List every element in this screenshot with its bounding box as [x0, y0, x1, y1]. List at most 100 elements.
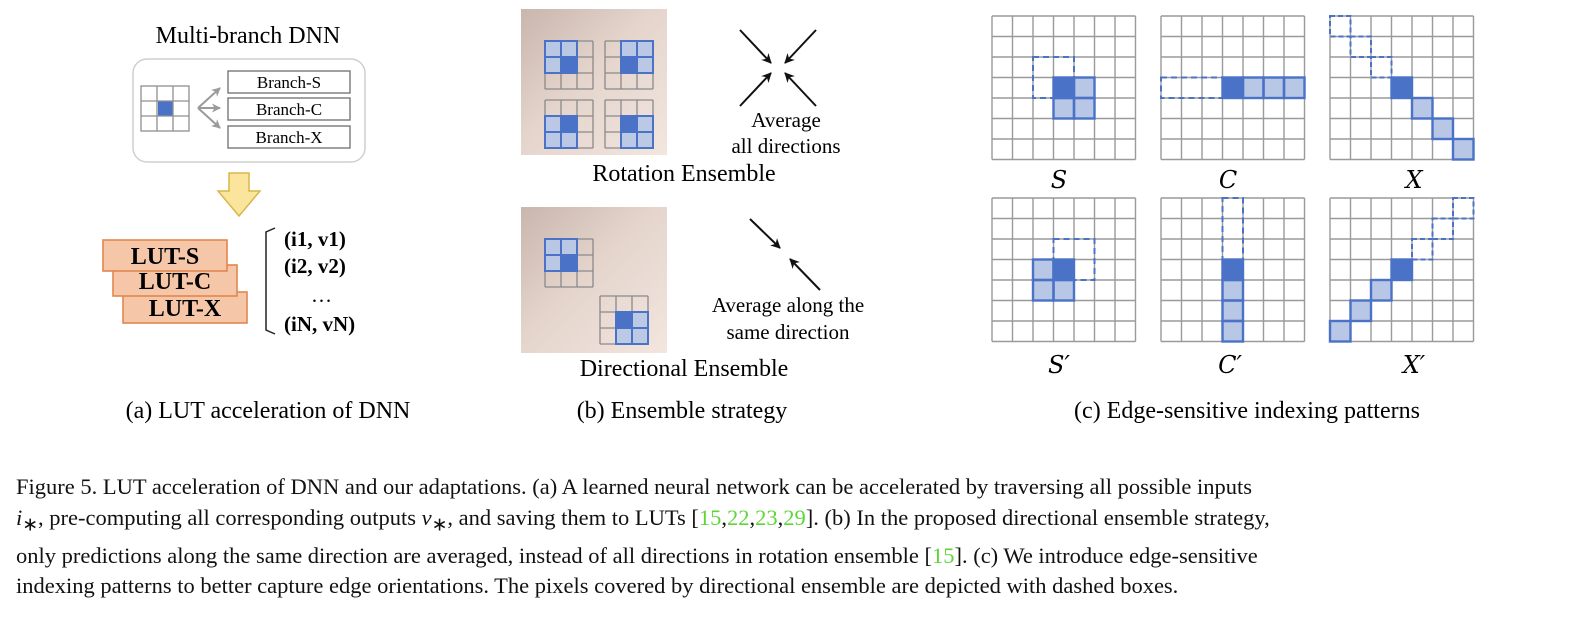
branch-s-box	[227, 70, 351, 94]
caption-l3a: only predictions along the same directio…	[16, 542, 932, 568]
panel-c-label: (c) Edge-sensitive indexing patterns	[1074, 398, 1420, 424]
opposing-arrows-icon	[749, 218, 821, 291]
pattern-cell	[1412, 98, 1433, 119]
lut-stack: LUT-S LUT-C LUT-X	[102, 239, 248, 324]
caption-line-4: indexing patterns to better capture edge…	[16, 573, 1179, 598]
pattern-cell	[1391, 259, 1412, 280]
caption-l3c: ]. (c) We introduce edge-sensitive	[954, 542, 1258, 568]
dashed-coverage	[1452, 197, 1475, 220]
pair-1: (i1, v1)	[284, 227, 346, 251]
pattern-cell	[1074, 77, 1095, 98]
branch-c-label: Branch-C	[256, 100, 322, 119]
caption-i-sub: ∗	[22, 514, 38, 535]
directional-note-2: same direction	[726, 320, 850, 344]
pattern-grid-x-prime	[1328, 197, 1475, 343]
branch-s-label: Branch-S	[257, 73, 321, 92]
directional-title: Directional Ensemble	[580, 356, 789, 382]
pattern-cell	[1222, 300, 1243, 321]
pattern-grid-c-prime	[1160, 197, 1306, 343]
pattern-label-c-prime: C′	[1218, 351, 1242, 379]
bracket	[265, 227, 276, 335]
citation-15[interactable]: 15	[698, 504, 722, 530]
citation-22[interactable]: 22	[727, 504, 750, 530]
rotation-title: Rotation Ensemble	[592, 161, 775, 187]
dashed-coverage	[1370, 56, 1393, 79]
dashed-coverage	[1431, 217, 1454, 240]
lut-s-label: LUT-S	[131, 244, 199, 270]
pattern-grid-s	[991, 15, 1137, 161]
dir-grid-tl	[544, 238, 594, 288]
pattern-cell	[1222, 259, 1243, 280]
pattern-cell	[1453, 139, 1474, 160]
branch-c-box	[227, 97, 351, 121]
directional-note-1: Average along the	[712, 293, 864, 317]
pattern-cell	[1371, 280, 1392, 301]
pattern-cell	[1350, 300, 1371, 321]
branch-boxes: Branch-S Branch-C Branch-X	[227, 70, 351, 149]
index-value-pairs: (i1, v1) (i2, v2) … (iN, vN)	[284, 227, 355, 336]
panel-a-label: (a) LUT acceleration of DNN	[126, 398, 411, 424]
multi-branch-title: Multi-branch DNN	[156, 23, 341, 49]
pattern-cell	[1284, 77, 1305, 98]
pattern-cell	[1243, 77, 1264, 98]
rotation-note-1: Average	[751, 108, 821, 132]
pattern-label-x-prime: X′	[1401, 351, 1426, 379]
pattern-cell	[1391, 77, 1412, 98]
indexing-pattern-grids	[991, 15, 1475, 343]
figure-caption: Figure 5. LUT acceleration of DNN and ou…	[16, 472, 1576, 602]
rotation-grids	[544, 40, 654, 149]
pattern-cell	[1222, 280, 1243, 301]
branch-x-box	[227, 125, 351, 149]
lut-x-label: LUT-X	[149, 296, 222, 322]
caption-l2g: ]. (b) In the proposed directional ensem…	[805, 504, 1270, 530]
caption-l2c: , pre-computing all corresponding output…	[37, 504, 422, 530]
rot-grid-bl	[544, 99, 594, 149]
directional-grids	[544, 238, 649, 345]
pattern-cell	[1074, 98, 1095, 119]
caption-v: v	[421, 504, 432, 530]
dashed-coverage	[1411, 238, 1434, 261]
input-grid-3x3	[140, 85, 190, 132]
caption-i: i	[16, 504, 23, 530]
citation-15-b[interactable]: 15	[931, 542, 955, 568]
pattern-cell	[1222, 321, 1243, 342]
pattern-cell	[1330, 321, 1351, 342]
rot-grid-tl	[544, 40, 594, 90]
dashed-coverage	[1160, 76, 1224, 99]
caption-line-3: only predictions along the same directio…	[16, 541, 1576, 572]
pattern-cell	[1033, 259, 1054, 280]
pattern-grid-x	[1329, 15, 1475, 161]
converge-arrows-icon	[739, 29, 817, 107]
pattern-label-c: C	[1219, 166, 1237, 194]
pattern-label-x: X	[1403, 166, 1423, 194]
caption-l2f: , and saving them to LUTs [	[447, 504, 699, 530]
pair-2: (i2, v2)	[284, 254, 346, 278]
citation-23[interactable]: 23	[755, 504, 778, 530]
pattern-cell	[1432, 118, 1453, 139]
pattern-grid-c	[1160, 15, 1306, 161]
pattern-labels: S C X S′ C′ X′	[1048, 166, 1426, 379]
pattern-cell	[1033, 280, 1054, 301]
panel-b: Rotation Ensemble Average all directions…	[521, 9, 864, 424]
dashed-coverage	[1032, 56, 1075, 99]
caption-line-1: Figure 5. LUT acceleration of DNN and ou…	[16, 474, 1253, 499]
pattern-cell	[1053, 77, 1074, 98]
panel-a: Multi-branch DNN Branch-S Branch-C	[102, 23, 411, 424]
rot-grid-tr	[604, 40, 654, 90]
dashed-coverage	[1329, 15, 1352, 38]
figure-5: Multi-branch DNN Branch-S Branch-C	[102, 9, 1475, 424]
citation-29[interactable]: 29	[783, 504, 806, 530]
panel-c: S C X S′ C′ X′ (c) Edge-sensitive indexi…	[991, 15, 1475, 424]
caption-v-sub: ∗	[431, 514, 448, 535]
pattern-cell	[1053, 98, 1074, 119]
pair-ellipsis: …	[311, 283, 332, 307]
panel-b-label: (b) Ensemble strategy	[577, 398, 788, 424]
pattern-cell	[1263, 77, 1284, 98]
pattern-cell	[1053, 259, 1074, 280]
branch-x-label: Branch-X	[255, 128, 322, 147]
branch-arrows	[197, 87, 221, 129]
pattern-grid-s-prime	[991, 197, 1137, 343]
lut-c-label: LUT-C	[139, 269, 211, 295]
dashed-coverage	[1349, 35, 1372, 58]
rotation-note-2: all directions	[731, 134, 840, 158]
